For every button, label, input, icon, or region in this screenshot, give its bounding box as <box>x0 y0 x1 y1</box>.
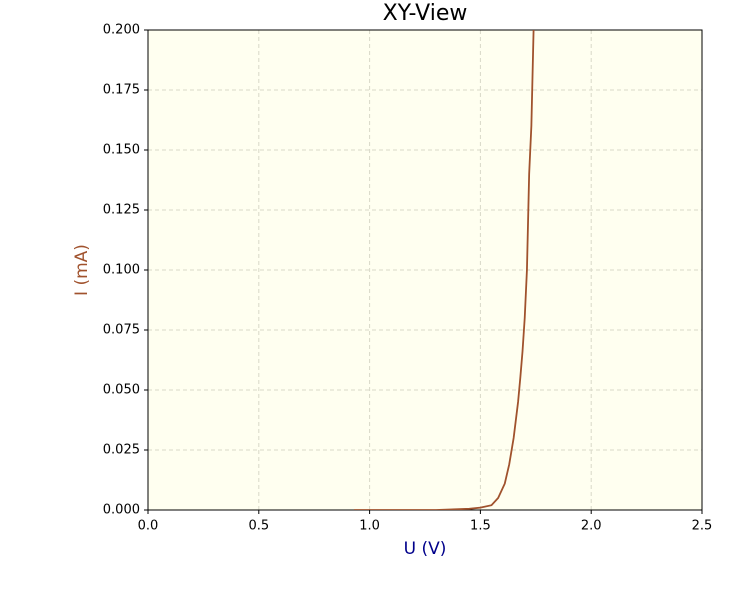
y-tick-label: 0.150 <box>103 143 140 158</box>
chart-title: XY-View <box>383 1 468 26</box>
x-tick-label: 1.0 <box>359 519 380 534</box>
y-axis-label: I (mA) <box>72 244 92 296</box>
x-tick-label: 2.0 <box>581 519 602 534</box>
y-tick-label: 0.200 <box>103 23 140 38</box>
x-tick-label: 2.5 <box>692 519 713 534</box>
x-tick-label: 0.0 <box>138 519 159 534</box>
y-tick-label: 0.000 <box>103 503 140 518</box>
y-tick-label: 0.075 <box>103 323 140 338</box>
y-tick-label: 0.125 <box>103 203 140 218</box>
x-tick-label: 0.5 <box>248 519 269 534</box>
y-tick-label: 0.100 <box>103 263 140 278</box>
y-tick-label: 0.025 <box>103 443 140 458</box>
x-axis-label: U (V) <box>404 539 447 559</box>
y-tick-label: 0.175 <box>103 83 140 98</box>
data-line <box>354 30 535 510</box>
x-tick-label: 1.5 <box>470 519 491 534</box>
y-tick-label: 0.050 <box>103 383 140 398</box>
